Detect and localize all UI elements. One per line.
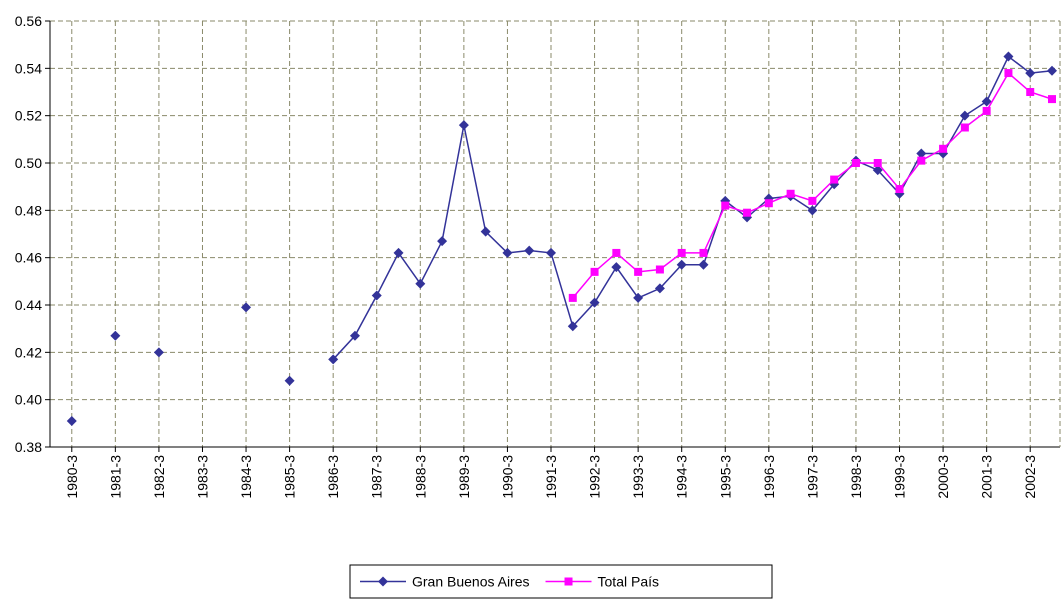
y-tick-label: 0.54 <box>15 60 42 76</box>
x-tick-label: 1983-3 <box>194 455 210 499</box>
marker <box>981 96 992 107</box>
marker <box>153 347 164 358</box>
marker <box>371 290 382 301</box>
marker <box>590 267 599 276</box>
marker <box>328 354 339 365</box>
marker <box>546 247 556 258</box>
marker <box>612 248 621 257</box>
y-tick-label: 0.44 <box>15 297 42 313</box>
y-tick-label: 0.48 <box>15 202 42 218</box>
marker <box>916 148 927 159</box>
marker <box>808 196 817 205</box>
marker <box>393 247 404 258</box>
x-tick-label: 1994-3 <box>674 455 690 499</box>
marker <box>851 159 860 167</box>
marker <box>1003 51 1014 62</box>
x-tick-label: 1980-3 <box>64 455 80 499</box>
legend-label: Total País <box>598 574 659 590</box>
x-tick-label: 1991-3 <box>543 455 559 499</box>
marker <box>1026 88 1035 96</box>
marker <box>654 283 665 294</box>
y-tick-label: 0.42 <box>15 344 42 360</box>
x-tick-label: 1981-3 <box>107 455 123 499</box>
marker <box>1048 95 1056 104</box>
x-tick-label: 1996-3 <box>761 455 777 499</box>
legend: Gran Buenos Aires Total País <box>349 564 773 599</box>
marker <box>284 375 295 386</box>
marker <box>872 165 883 176</box>
marker <box>959 110 970 121</box>
x-tick-label: 1995-3 <box>717 455 733 499</box>
legend-label: Gran Buenos Aires <box>412 574 530 590</box>
y-tick-label: 0.40 <box>15 392 42 408</box>
marker <box>676 259 687 270</box>
legend-marker <box>378 576 388 587</box>
x-tick-label: 1988-3 <box>412 455 428 499</box>
marker <box>655 265 664 274</box>
marker <box>895 185 904 194</box>
marker <box>807 205 818 216</box>
marker <box>1004 69 1013 78</box>
marker <box>830 175 839 184</box>
marker <box>524 245 535 256</box>
marker <box>873 159 882 167</box>
x-tick-label: 1982-3 <box>151 455 167 499</box>
marker <box>1025 68 1036 79</box>
marker <box>66 415 77 426</box>
x-tick-label: 2002-3 <box>1022 455 1038 499</box>
marker <box>677 248 686 257</box>
marker <box>110 330 121 341</box>
y-tick-label: 0.38 <box>15 439 42 455</box>
x-tick-label: 1998-3 <box>848 455 864 499</box>
marker <box>589 297 600 308</box>
marker <box>698 259 709 270</box>
x-tick-label: 2001-3 <box>979 455 995 499</box>
marker <box>939 144 948 153</box>
marker <box>917 156 926 165</box>
x-tick-label: 1992-3 <box>587 455 603 499</box>
marker <box>567 321 578 332</box>
x-tick-label: 1986-3 <box>325 455 341 499</box>
marker <box>1047 65 1057 76</box>
marker <box>437 236 448 247</box>
y-tick-label: 0.56 <box>15 13 42 29</box>
marker <box>633 292 644 303</box>
x-tick-label: 1984-3 <box>238 455 254 499</box>
marker <box>764 199 773 208</box>
y-tick-label: 0.46 <box>15 250 42 266</box>
marker <box>699 248 708 257</box>
marker <box>241 302 252 313</box>
marker <box>458 120 469 131</box>
marker <box>611 262 622 273</box>
marker <box>568 293 577 302</box>
marker <box>634 267 643 276</box>
y-tick-label: 0.50 <box>15 155 42 171</box>
x-tick-label: 1999-3 <box>892 455 908 499</box>
x-tick-label: 1989-3 <box>456 455 472 499</box>
x-tick-label: 1987-3 <box>369 455 385 499</box>
marker <box>349 330 360 341</box>
marker <box>415 278 426 289</box>
y-tick-label: 0.52 <box>15 108 42 124</box>
marker <box>721 201 730 210</box>
plot-area <box>50 21 1060 447</box>
legend-marker <box>564 577 573 586</box>
x-tick-label: 1990-3 <box>499 455 515 499</box>
marker <box>743 208 752 217</box>
marker <box>786 189 795 198</box>
marker <box>960 123 969 132</box>
marker <box>982 106 991 115</box>
x-tick-label: 1993-3 <box>630 455 646 499</box>
marker <box>480 226 491 237</box>
x-tick-label: 1997-3 <box>804 455 820 499</box>
x-tick-label: 1985-3 <box>282 455 298 499</box>
x-tick-label: 2000-3 <box>935 455 951 499</box>
series-line <box>332 55 1053 360</box>
marker <box>502 247 513 258</box>
